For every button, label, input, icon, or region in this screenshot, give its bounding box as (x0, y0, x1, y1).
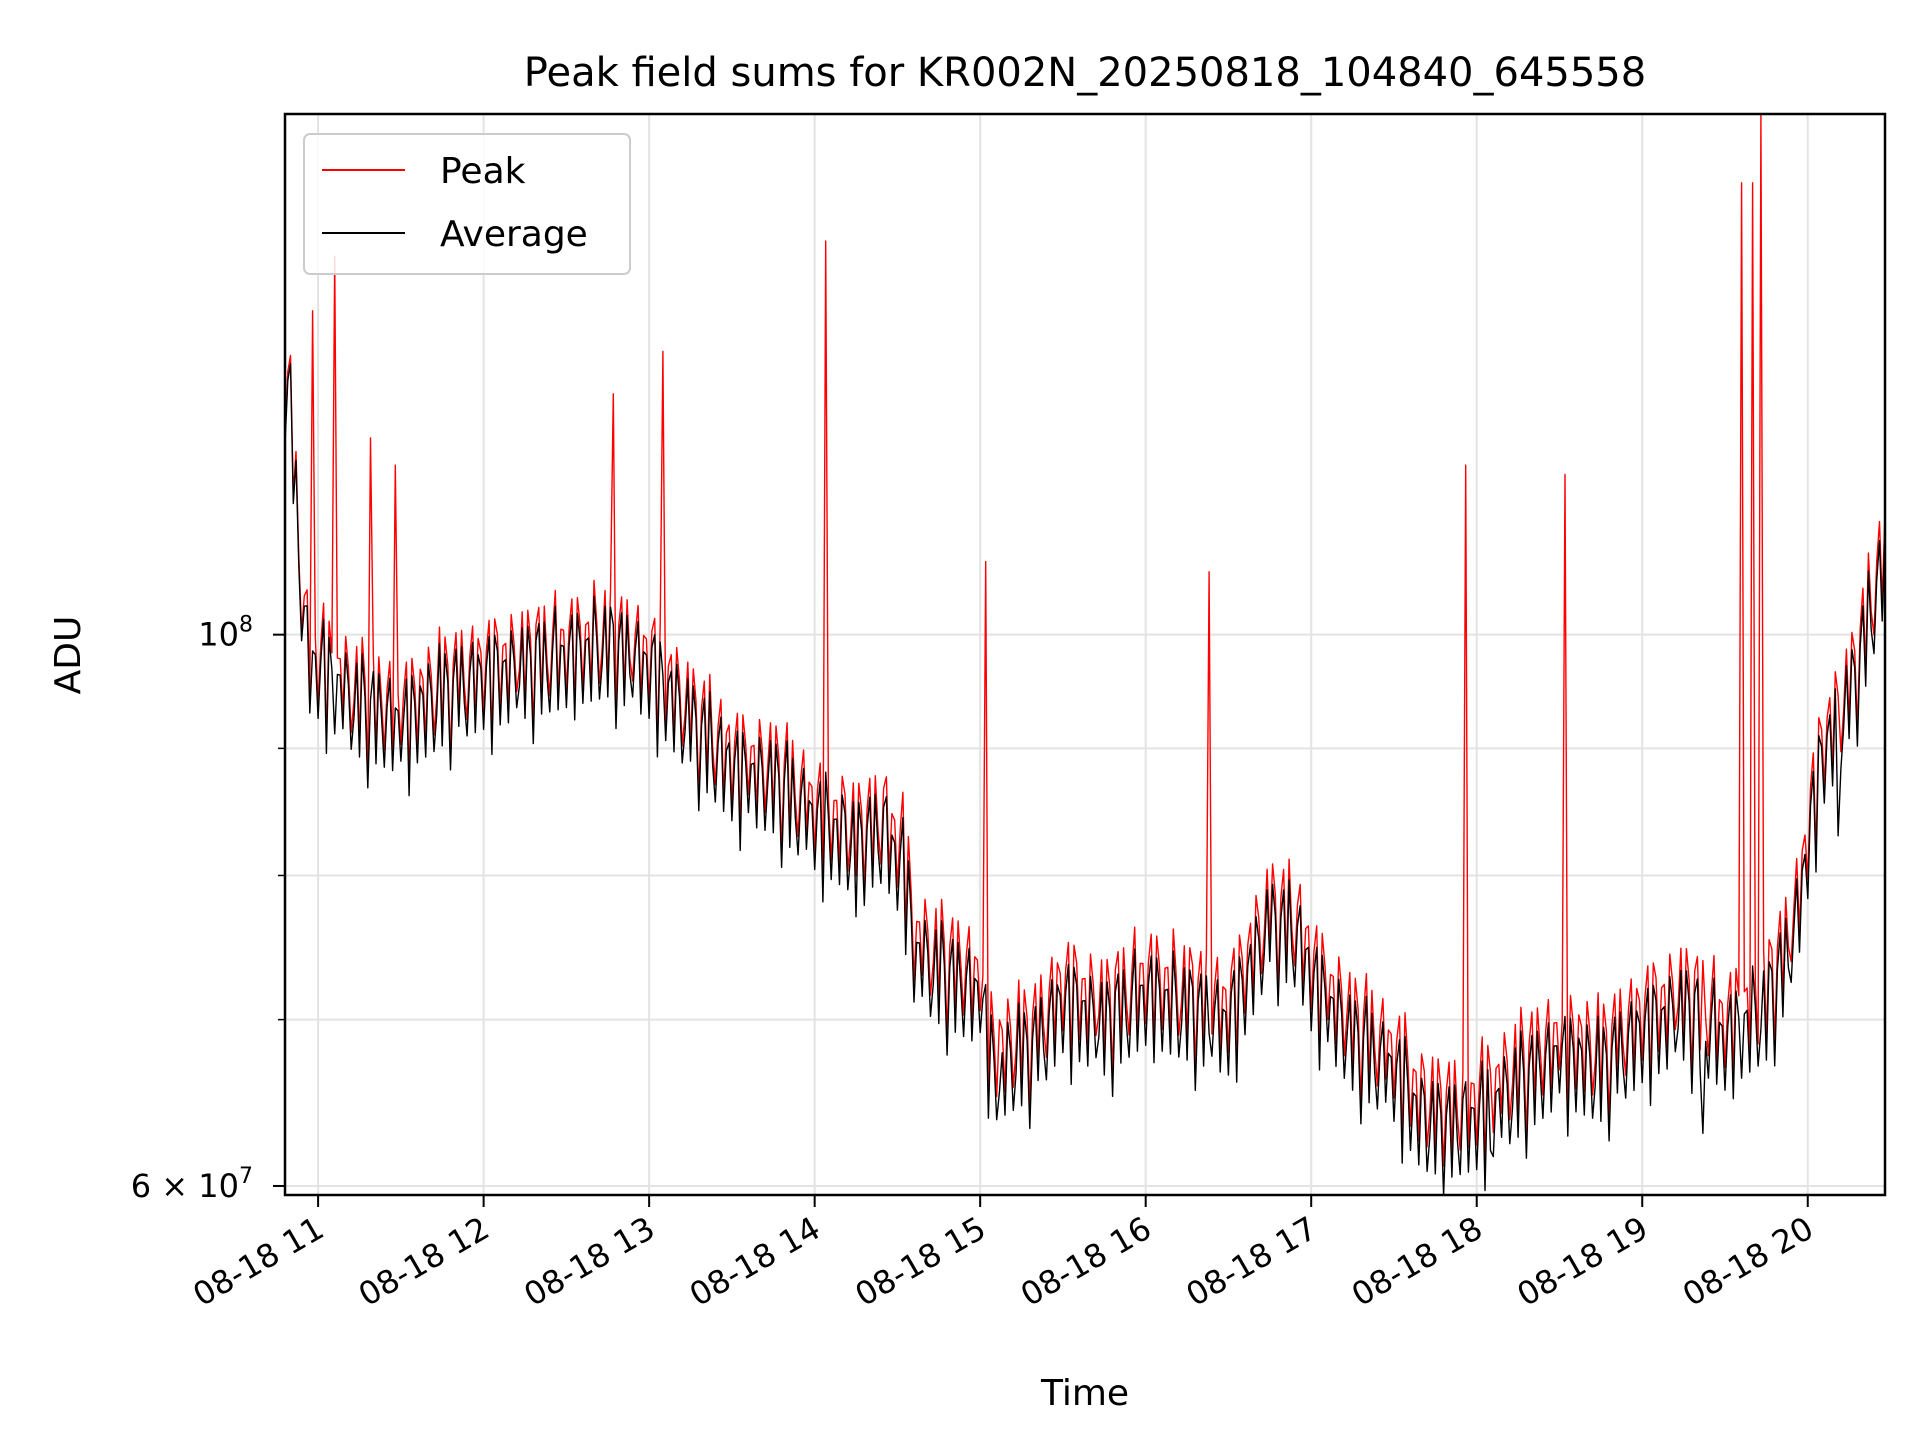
chart-title: Peak field sums for KR002N_20250818_1048… (524, 50, 1646, 96)
legend-label-peak: Peak (440, 151, 526, 192)
legend: Peak Average (304, 134, 630, 274)
x-axis-label: Time (1040, 1373, 1129, 1414)
legend-label-average: Average (440, 214, 588, 255)
y-tick-label-1: 6 × 107 (131, 1164, 253, 1205)
y-axis-label: ADU (48, 616, 89, 695)
